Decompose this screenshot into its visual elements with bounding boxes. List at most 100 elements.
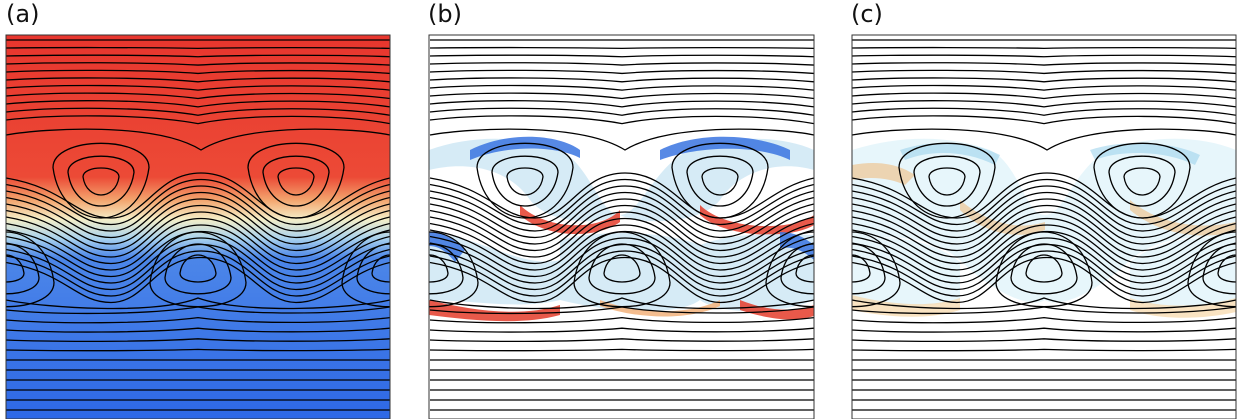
streamline <box>429 62 814 66</box>
vortex-lower <box>995 231 1093 308</box>
vortex-lower <box>6 243 40 295</box>
vortex-upper <box>686 155 754 207</box>
vortex-lower <box>573 231 671 308</box>
streamline <box>852 92 1236 100</box>
streamline-wave <box>852 237 1236 284</box>
streamline-wave <box>852 211 1236 258</box>
vortex-upper <box>928 167 966 196</box>
vortex-lower <box>795 254 814 283</box>
streamline-wave <box>6 224 390 271</box>
streamline <box>429 338 814 343</box>
vortex-upper <box>506 167 544 196</box>
streamline <box>6 327 390 333</box>
vortex-lower <box>1025 254 1063 283</box>
streamline <box>852 338 1236 343</box>
streamline <box>852 77 1236 83</box>
separatrix <box>429 297 814 310</box>
streamline-wave <box>6 256 390 304</box>
streamline-wave <box>6 172 390 219</box>
separatrix <box>6 128 390 151</box>
streamline-wave <box>852 250 1236 297</box>
streamline <box>429 84 814 91</box>
vortex-upper <box>701 167 739 196</box>
panel-b-frame <box>428 34 815 419</box>
vortex-lower <box>341 231 390 308</box>
streamline <box>6 115 390 125</box>
vortex-lower <box>603 254 641 283</box>
streamline <box>852 348 1236 352</box>
streamline <box>6 62 390 66</box>
vortex-upper <box>491 155 559 207</box>
panel-c <box>851 34 1237 419</box>
streamline-wave <box>429 217 814 265</box>
panel-b-streamlines <box>429 39 814 411</box>
vortex-lower <box>1187 231 1236 308</box>
streamline-wave <box>852 224 1236 271</box>
panel-label-c: (c) <box>851 0 883 28</box>
streamline-wave <box>6 191 390 239</box>
streamline-wave <box>429 172 814 219</box>
vortex-lower <box>6 254 25 283</box>
vortex-upper <box>1108 155 1176 207</box>
streamline <box>6 92 390 100</box>
vortex-upper <box>1093 142 1191 219</box>
vortex-lower <box>1217 254 1236 283</box>
panel-c-frame <box>851 34 1237 419</box>
streamline-wave <box>429 250 814 297</box>
streamline <box>429 69 814 75</box>
streamline-wave <box>6 178 390 226</box>
vortex-upper <box>247 142 345 219</box>
vortex-upper <box>52 142 150 219</box>
vortex-lower <box>1202 243 1236 295</box>
streamline-wave <box>852 172 1236 219</box>
vortex-lower <box>356 243 390 295</box>
panel-a-fill <box>6 35 390 419</box>
vortex-upper <box>898 142 996 219</box>
streamline-wave <box>429 237 814 284</box>
streamline-wave <box>429 211 814 258</box>
vortex-upper <box>67 155 135 207</box>
streamline-wave <box>6 250 390 297</box>
streamline-wave <box>429 178 814 226</box>
streamline-wave <box>852 217 1236 265</box>
vortex-lower <box>429 231 479 308</box>
streamline <box>852 69 1236 75</box>
panel-a-streamlines <box>6 39 390 411</box>
streamline-wave <box>429 204 814 252</box>
streamline <box>6 84 390 91</box>
vortex-lower <box>149 231 247 308</box>
vortex-upper <box>82 167 120 196</box>
streamline <box>852 327 1236 333</box>
streamline-wave <box>6 204 390 252</box>
vortex-lower <box>179 254 217 283</box>
vortex-lower <box>429 254 449 283</box>
vortex-lower <box>765 231 814 308</box>
streamline <box>429 107 814 116</box>
streamline <box>429 46 814 50</box>
streamline-wave <box>6 198 390 245</box>
vortex-upper <box>1123 167 1161 196</box>
streamline <box>852 316 1236 324</box>
vortex-upper <box>262 155 330 207</box>
vortex-lower <box>852 231 901 308</box>
streamline <box>429 100 814 108</box>
panel-a-frame <box>5 34 391 419</box>
streamline <box>429 92 814 100</box>
vortex-upper <box>671 142 769 219</box>
separatrix <box>852 128 1236 151</box>
streamline <box>852 107 1236 116</box>
vortex-lower <box>588 243 656 295</box>
separatrix <box>6 297 390 310</box>
streamline-wave <box>429 185 814 232</box>
streamline <box>429 316 814 324</box>
vortex-lower <box>852 254 871 283</box>
streamline-wave <box>6 237 390 284</box>
streamline <box>6 338 390 343</box>
streamline <box>429 115 814 125</box>
streamline <box>429 327 814 333</box>
streamline-wave <box>429 191 814 239</box>
streamline-wave <box>852 256 1236 304</box>
panel-a <box>5 34 391 419</box>
vortex-upper <box>277 167 315 196</box>
vortex-lower <box>852 243 886 295</box>
